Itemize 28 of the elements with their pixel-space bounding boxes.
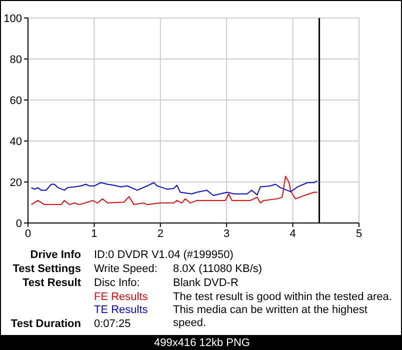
text: FE Results	[94, 291, 148, 304]
text: TE Results	[94, 304, 148, 317]
y-tick-label: 40	[10, 136, 22, 148]
text: The test result is good within the tested area. This media can be written at the highest speed.	[173, 291, 393, 330]
y-tick-label: 60	[10, 94, 22, 107]
text: 8.0X (11080 KB/s)	[173, 263, 264, 276]
text: 499x416 12kb PNG	[1, 335, 402, 350]
text: 0:07:25	[94, 318, 132, 331]
x-tick-label: 5	[356, 228, 362, 240]
x-tick-label: 0	[24, 228, 32, 240]
x-tick-label: 3	[224, 228, 230, 240]
x-tick-label: 4	[290, 228, 296, 240]
y-tick-label: 100	[4, 12, 22, 25]
text: Test Duration	[10, 318, 81, 331]
text: Drive Info	[29, 249, 81, 262]
text: Blank DVD-R	[173, 277, 240, 290]
line-series	[30, 176, 318, 206]
line-series	[30, 180, 318, 196]
x-tick-label: 2	[157, 228, 164, 240]
text: Test Settings	[12, 263, 81, 276]
text: Write Speed:	[94, 263, 158, 276]
text: Disc Info:	[94, 277, 141, 290]
y-tick-label: 20	[10, 176, 22, 189]
x-tick-label: 1	[91, 228, 98, 240]
text: ID:0 DVDR V1.04 (#199950)	[94, 249, 234, 262]
y-tick-label: 80	[10, 54, 22, 66]
y-tick-label: 0	[16, 218, 22, 230]
text: Test Result	[22, 277, 81, 290]
